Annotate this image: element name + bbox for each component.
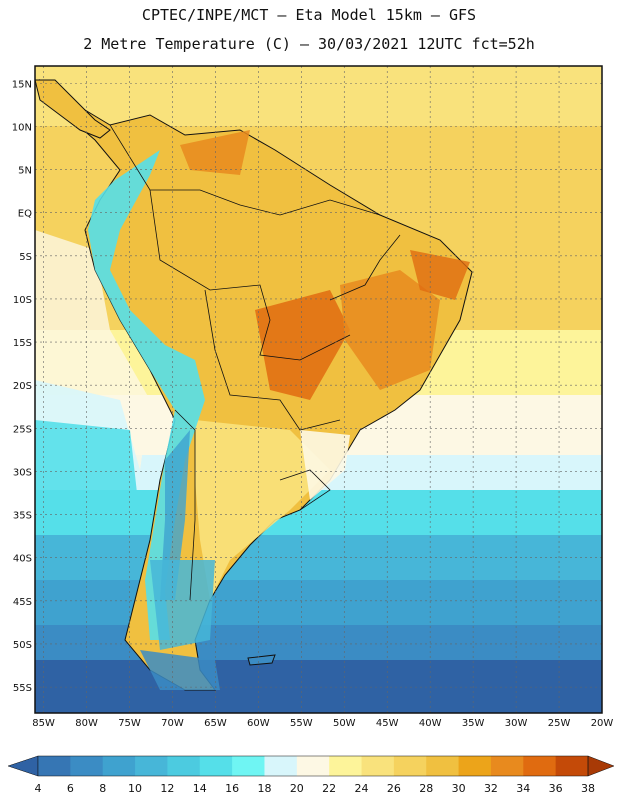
lon-tick-label: 60W (247, 718, 270, 729)
hot-region-northeast (410, 250, 470, 300)
colorbar-swatch (102, 756, 136, 776)
andes-cold-strip (88, 150, 205, 640)
colorbar-tick-label: 26 (387, 782, 401, 795)
colorbar-tick-label: 20 (290, 782, 304, 795)
lon-tick-label: 80W (75, 718, 98, 729)
colorbar-swatch (523, 756, 557, 776)
colorbar-tick-label: 6 (67, 782, 74, 795)
lon-tick-label: 45W (376, 718, 399, 729)
patagonia-cold (150, 560, 215, 650)
colorbar-tick-label: 38 (581, 782, 595, 795)
colorbar-tick-label: 24 (355, 782, 369, 795)
lon-tick-label: 70W (161, 718, 184, 729)
colorbar-swatch (232, 756, 265, 776)
colorbar-min-arrow (7, 755, 39, 777)
lon-tick-label: 65W (204, 718, 227, 729)
central-america (35, 79, 111, 139)
longitude-labels: 85W 80W 75W 70W 65W 60W 55W 50W 45W 40W 35W 30W 25W 2… (32, 718, 613, 729)
colorbar-tick-label: 16 (225, 782, 239, 795)
colorbar-tick-label: 14 (193, 782, 207, 795)
falkland-islands (247, 654, 276, 666)
colorbar-tick-label: 34 (516, 782, 530, 795)
ocean-north-band (35, 66, 602, 126)
andes-coldest-strip (160, 430, 190, 600)
colorbar-swatch (329, 756, 363, 776)
lat-tick-label: 15N (12, 79, 32, 90)
colorbar-swatch (264, 756, 298, 776)
hot-region-central (255, 290, 350, 400)
lon-tick-label: 55W (290, 718, 313, 729)
lat-tick-label: 10N (12, 122, 32, 133)
colorbar-tick-label: 30 (452, 782, 466, 795)
lon-tick-label: 40W (419, 718, 442, 729)
pacific-cold-tongue-2 (35, 420, 140, 520)
mild-southeast (300, 430, 350, 500)
colorbar-tick-label: 8 (99, 782, 106, 795)
lon-tick-label: 20W (591, 718, 614, 729)
hot-region-east (340, 270, 440, 390)
colorbar-swatch (426, 756, 460, 776)
chart-title: CPTEC/INPE/MCT – Eta Model 15km – GFS (141, 6, 477, 24)
colorbar-tick-label: 4 (35, 782, 42, 795)
lat-tick-label: 15S (13, 338, 32, 349)
colorbar-swatch (490, 756, 524, 776)
colorbar-swatch (393, 756, 427, 776)
border-chile-argentina (174, 409, 196, 601)
colorbar-max-arrow (587, 755, 615, 777)
colorbar-tick-label: 28 (419, 782, 433, 795)
lat-tick-label: 5N (18, 166, 32, 177)
colorbar-swatch (296, 756, 330, 776)
lat-tick-label: 25S (13, 424, 32, 435)
lat-tick-label: EQ (18, 209, 32, 220)
lat-tick-label: 35S (13, 511, 32, 522)
map-frame (34, 65, 603, 714)
lon-tick-label: 75W (118, 718, 141, 729)
lat-tick-label: 40S (13, 554, 32, 565)
colorbar-swatch (458, 756, 492, 776)
lat-tick-label: 30S (13, 467, 32, 478)
colorbar-tick-label: 22 (322, 782, 336, 795)
colorbar-border (37, 755, 589, 777)
lon-tick-label: 50W (333, 718, 356, 729)
lat-tick-label: 50S (13, 640, 32, 651)
ocean-cold-band-4 (35, 625, 602, 665)
lat-tick-label: 55S (13, 683, 32, 694)
colorbar-tick-label: 32 (484, 782, 498, 795)
colorbar-swatch (70, 756, 104, 776)
lon-tick-label: 25W (548, 718, 571, 729)
lat-tick-label: 5S (19, 252, 32, 263)
colorbar-tick-label: 12 (160, 782, 174, 795)
colorbar-swatch (135, 756, 168, 776)
temperate-south (195, 420, 330, 600)
colorbar-tick-label: 10 (128, 782, 142, 795)
ocean-cold-band-3 (35, 580, 602, 630)
colorbar-swatch (361, 756, 395, 776)
lon-tick-label: 35W (462, 718, 485, 729)
lon-tick-label: 30W (505, 718, 528, 729)
colorbar (7, 755, 615, 777)
ocean-cold-band-5 (35, 660, 602, 713)
lat-tick-label: 45S (13, 597, 32, 608)
colorbar-swatch (167, 756, 201, 776)
colorbar-tick-label: 36 (549, 782, 563, 795)
ocean-cold-band-2 (35, 535, 602, 585)
colorbar-labels: 4 6 8 10 12 14 16 18 20 22 24 26 28 30 32 34 36 38 (35, 782, 596, 795)
colorbar-tick-label: 18 (257, 782, 271, 795)
border-uruguay (279, 469, 331, 511)
hot-region-north (180, 130, 250, 175)
lat-tick-label: 20S (13, 381, 32, 392)
tierra-del-fuego-cold (140, 650, 220, 690)
border-central (149, 189, 351, 361)
colorbar-swatch (555, 756, 589, 776)
border-brazil-states (329, 234, 401, 301)
lat-tick-label: 10S (13, 295, 32, 306)
latitude-labels: 15N 10N 5N EQ 5S 10S 15S 20S 25S 30S 35S 40S 45S 50S 5… (12, 79, 32, 694)
lon-tick-label: 85W (32, 718, 55, 729)
chart-subtitle: 2 Metre Temperature (C) – 30/03/2021 12U… (83, 35, 535, 53)
colorbar-swatch (38, 756, 71, 776)
colorbar-swatch (199, 756, 233, 776)
